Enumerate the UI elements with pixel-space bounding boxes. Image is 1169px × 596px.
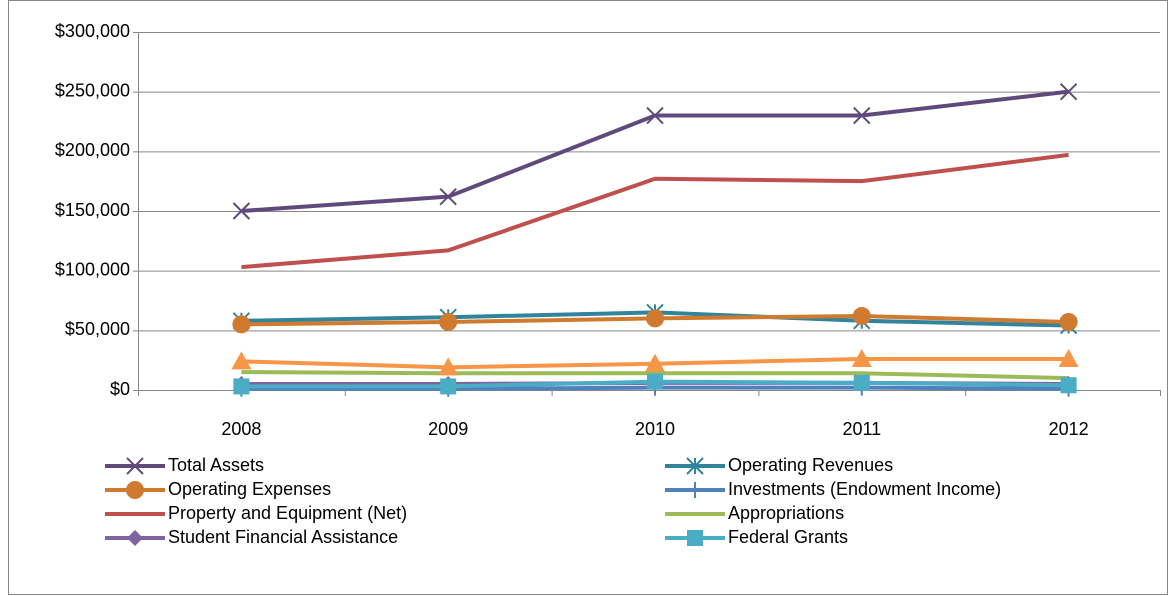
legend-item: Operating Expenses	[105, 479, 331, 499]
marker	[126, 457, 144, 475]
marker	[126, 481, 144, 499]
marker	[233, 378, 250, 395]
legend-item: Total Assets	[105, 455, 264, 475]
series	[241, 152, 1069, 270]
marker	[686, 457, 704, 475]
series	[232, 307, 1078, 334]
marker	[1058, 348, 1079, 367]
legend-label: Operating Revenues	[728, 455, 893, 475]
legend-label: Investments (Endowment Income)	[728, 479, 1001, 499]
legend-item: Investments (Endowment Income)	[665, 479, 1001, 499]
series	[232, 82, 1078, 220]
y-tick-label: $100,000	[55, 259, 130, 279]
marker	[645, 353, 665, 372]
legend-label: Student Financial Assistance	[168, 527, 398, 547]
series-line	[241, 152, 1069, 270]
legend-item: Federal Grants	[665, 527, 848, 547]
marker	[647, 373, 663, 390]
marker	[853, 106, 871, 125]
marker	[851, 348, 872, 367]
x-tick-label: 2010	[635, 419, 675, 439]
legend-item: Property and Equipment (Net)	[105, 503, 407, 523]
marker	[231, 351, 252, 370]
legend-label: Appropriations	[728, 503, 844, 523]
marker	[438, 357, 459, 376]
y-tick-label: $250,000	[55, 80, 130, 100]
legend-label: Operating Expenses	[168, 479, 331, 499]
series-line	[241, 370, 1069, 381]
series	[231, 348, 1079, 376]
marker	[232, 315, 251, 334]
marker	[439, 312, 458, 331]
legend-label: Total Assets	[168, 455, 264, 475]
marker	[646, 106, 664, 125]
series	[241, 370, 1069, 381]
marker	[687, 530, 703, 546]
y-tick-label: $0	[110, 379, 130, 399]
marker	[687, 482, 703, 498]
marker	[439, 187, 457, 206]
marker	[440, 378, 457, 395]
legend-label: Federal Grants	[728, 527, 848, 547]
legend-label: Property and Equipment (Net)	[168, 503, 407, 523]
marker	[646, 309, 664, 328]
marker	[1060, 377, 1077, 394]
x-tick-label: 2011	[842, 419, 881, 439]
y-tick-label: $150,000	[55, 200, 130, 220]
chart-frame	[8, 0, 1168, 595]
y-tick-label: $200,000	[55, 140, 130, 160]
y-tick-label: $300,000	[55, 21, 130, 41]
marker	[853, 374, 870, 391]
legend-item: Student Financial Assistance	[105, 527, 398, 547]
marker	[1059, 312, 1078, 331]
x-tick-label: 2009	[428, 419, 468, 439]
marker	[852, 307, 871, 326]
series	[233, 373, 1077, 395]
x-tick-label: 2008	[221, 419, 261, 439]
legend-item: Appropriations	[665, 503, 844, 523]
legend-item: Operating Revenues	[665, 455, 893, 475]
x-tick-label: 2012	[1049, 419, 1089, 439]
y-tick-label: $50,000	[65, 319, 130, 339]
marker	[127, 530, 143, 546]
marker	[1059, 82, 1078, 101]
marker	[232, 202, 251, 220]
